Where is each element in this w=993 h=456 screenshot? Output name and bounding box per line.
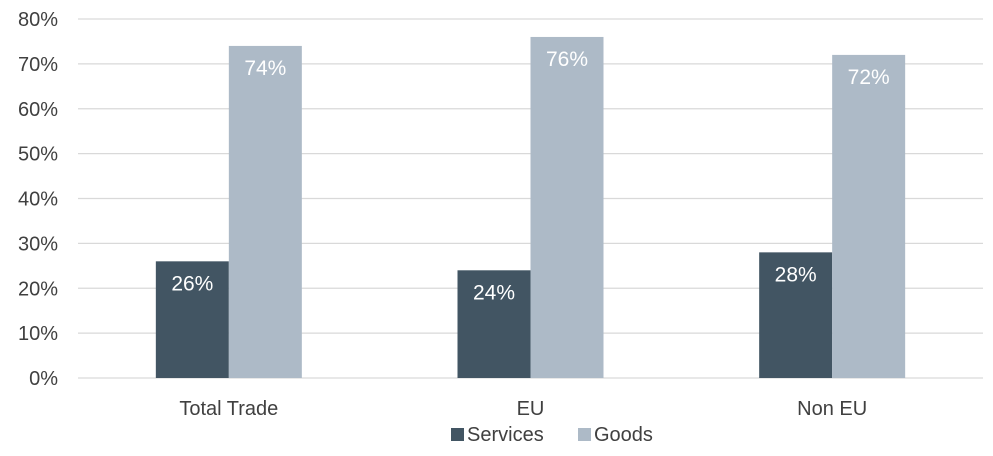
data-label-services-0: 26% bbox=[171, 272, 213, 295]
legend-item-services: Services bbox=[451, 424, 544, 446]
bar-services-1 bbox=[457, 270, 531, 378]
y-tick-label: 60% bbox=[18, 99, 58, 121]
bar-services-0 bbox=[155, 261, 229, 378]
category-label-0: Total Trade bbox=[179, 398, 278, 420]
category-label-1: EU bbox=[517, 398, 545, 420]
legend-label-goods: Goods bbox=[594, 424, 653, 446]
data-label-goods-1: 76% bbox=[546, 48, 588, 71]
bar-services-2 bbox=[759, 252, 833, 378]
data-label-goods-2: 72% bbox=[848, 66, 890, 89]
y-tick-label: 30% bbox=[18, 233, 58, 255]
data-label-services-2: 28% bbox=[775, 263, 817, 286]
bar-goods-2 bbox=[832, 54, 906, 379]
bar-goods-0 bbox=[228, 45, 302, 379]
x-axis-category-labels: Total Trade EU Non EU bbox=[179, 398, 867, 420]
data-label-services-1: 24% bbox=[473, 281, 515, 304]
y-tick-label: 50% bbox=[18, 144, 58, 166]
bar-goods-1 bbox=[530, 36, 604, 378]
y-axis-tick-labels: 0% 10% 20% 30% 40% 50% 60% 70% 80% bbox=[18, 9, 58, 390]
legend-swatch-goods bbox=[578, 428, 591, 441]
legend-item-goods: Goods bbox=[578, 424, 653, 446]
legend: Services Goods bbox=[451, 424, 653, 446]
legend-label-services: Services bbox=[467, 424, 544, 446]
data-labels: 26% 74% 24% 76% 28% 72% bbox=[171, 48, 889, 304]
y-tick-label: 20% bbox=[18, 278, 58, 300]
y-tick-label: 10% bbox=[18, 323, 58, 345]
y-tick-label: 70% bbox=[18, 54, 58, 76]
y-tick-label: 40% bbox=[18, 189, 58, 211]
y-tick-label: 80% bbox=[18, 9, 58, 31]
bars bbox=[155, 36, 906, 379]
data-label-goods-0: 74% bbox=[244, 57, 286, 80]
y-tick-label: 0% bbox=[29, 368, 58, 390]
legend-swatch-services bbox=[451, 428, 464, 441]
category-label-2: Non EU bbox=[797, 398, 867, 420]
